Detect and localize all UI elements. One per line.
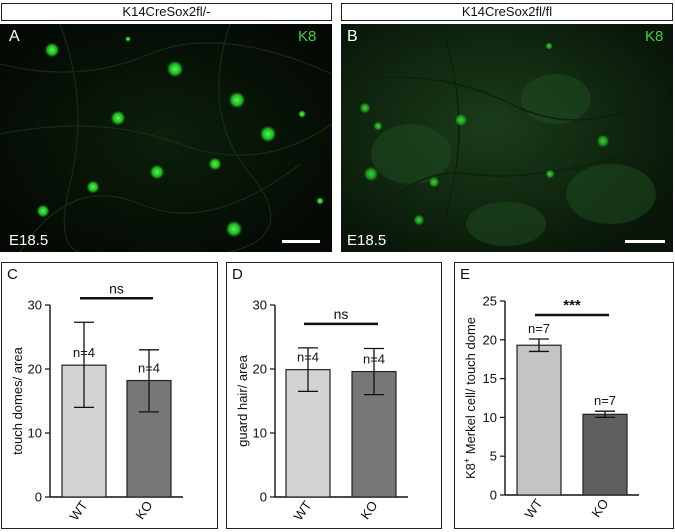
panel-label-b: B bbox=[347, 28, 358, 45]
chart-c: 0 10 20 30 touch domes/ area n=4 WT n=4 KO ns C bbox=[1, 262, 218, 529]
micrograph-a: A K8 E18.5 bbox=[0, 24, 332, 252]
age-label-a: E18.5 bbox=[9, 232, 49, 249]
n-label: n=4 bbox=[297, 350, 319, 365]
significance-label: ns bbox=[334, 306, 349, 322]
n-label: n=7 bbox=[528, 321, 550, 336]
significance-label: *** bbox=[563, 297, 581, 314]
panel-label-d: D bbox=[232, 266, 243, 283]
y-tick-label: 30 bbox=[253, 298, 267, 313]
y-tick-label: 0 bbox=[35, 490, 42, 505]
significance-label: ns bbox=[109, 280, 124, 296]
n-label: n=7 bbox=[594, 393, 616, 408]
chart-d: 0 10 20 30 guard hair/ area n=4 WT n=4 KO ns D bbox=[226, 262, 442, 529]
n-label: n=4 bbox=[138, 361, 160, 376]
category-label: WT bbox=[291, 498, 315, 523]
header-right: K14CreSox2fl/fl bbox=[341, 3, 673, 21]
y-tick-label: 10 bbox=[253, 426, 267, 441]
category-label: KO bbox=[588, 496, 611, 520]
panel-label-c: C bbox=[7, 266, 18, 283]
n-label: n=4 bbox=[363, 352, 385, 367]
category-label: WT bbox=[522, 496, 546, 521]
n-label: n=4 bbox=[73, 345, 95, 360]
category-label: KO bbox=[357, 498, 380, 522]
y-tick-label: 15 bbox=[483, 371, 497, 386]
stain-label-b: K8 bbox=[645, 28, 664, 45]
y-tick-label: 20 bbox=[28, 362, 42, 377]
y-axis-label: guard hair/ area bbox=[235, 354, 250, 447]
stain-label-a: K8 bbox=[298, 28, 317, 45]
scale-bar-a bbox=[282, 240, 320, 243]
chart-e: 0 5 10 15 20 25 K8+ Merkel cell/ touch dome n=7… bbox=[454, 262, 674, 529]
y-tick-label: 0 bbox=[490, 488, 497, 503]
scale-bar-b bbox=[625, 240, 665, 243]
panel-label-e: E bbox=[460, 266, 471, 283]
bar-ko bbox=[582, 413, 628, 496]
y-tick-label: 10 bbox=[28, 426, 42, 441]
y-axis-label: K8+ Merkel cell/ touch dome bbox=[462, 317, 478, 479]
panel-label-a: A bbox=[9, 28, 20, 45]
y-tick-label: 30 bbox=[28, 298, 42, 313]
y-tick-label: 25 bbox=[483, 294, 497, 309]
y-tick-label: 5 bbox=[490, 449, 497, 464]
y-tick-label: 0 bbox=[260, 490, 267, 505]
bar-wt bbox=[516, 344, 562, 496]
y-tick-label: 20 bbox=[253, 362, 267, 377]
micrograph-b: B K8 E18.5 bbox=[341, 24, 673, 252]
y-axis-label: touch domes/ area bbox=[10, 346, 25, 454]
y-tick-label: 20 bbox=[483, 332, 497, 347]
age-label-b: E18.5 bbox=[347, 232, 387, 249]
header-left: K14CreSox2fl/- bbox=[1, 3, 332, 21]
y-tick-label: 10 bbox=[483, 410, 497, 425]
category-label: KO bbox=[132, 498, 155, 522]
category-label: WT bbox=[67, 498, 91, 523]
